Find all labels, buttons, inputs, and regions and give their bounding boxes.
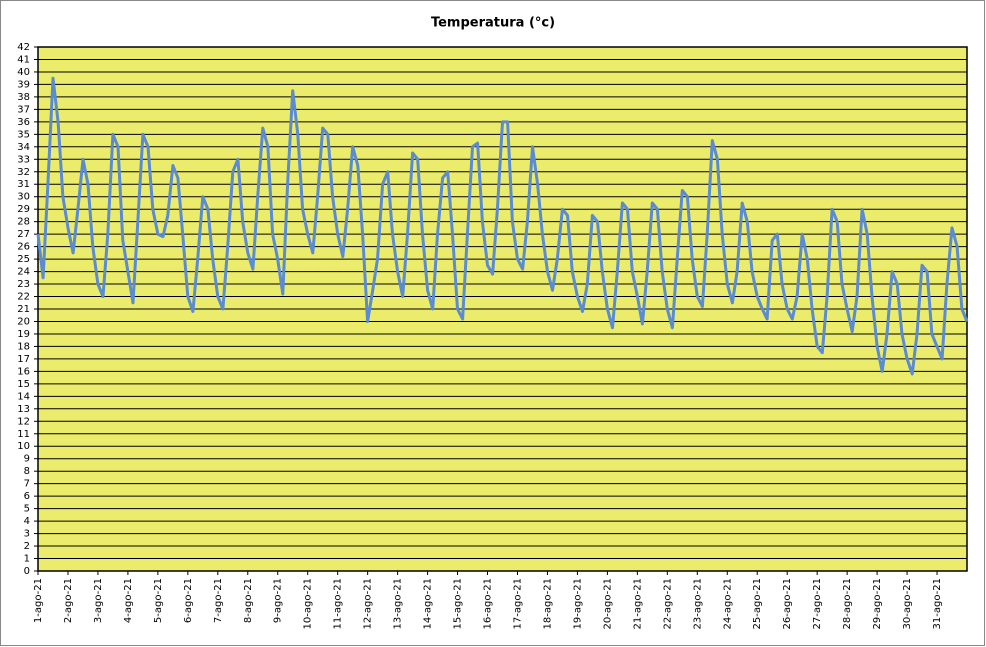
- x-tick-label: 12-ago-21: [363, 578, 374, 629]
- y-tick-label: 7: [24, 479, 30, 490]
- x-tick-label: 28-ago-21: [842, 578, 853, 629]
- x-tick-label: 31-ago-21: [932, 578, 943, 629]
- y-tick-label: 5: [24, 504, 30, 515]
- x-tick-label: 25-ago-21: [752, 578, 763, 629]
- y-tick-label: 28: [17, 217, 30, 228]
- x-tick-label: 19-ago-21: [572, 578, 583, 629]
- y-tick-label: 26: [17, 242, 30, 253]
- x-tick-label: 9-ago-21: [273, 578, 284, 623]
- x-tick-label: 5-ago-21: [153, 578, 164, 623]
- y-tick-label: 2: [24, 541, 30, 552]
- x-tick-label: 15-ago-21: [453, 578, 464, 629]
- x-tick-label: 3-ago-21: [93, 578, 104, 623]
- x-tick-label: 26-ago-21: [782, 578, 793, 629]
- y-tick-label: 36: [17, 117, 30, 128]
- y-tick-label: 32: [17, 167, 30, 178]
- y-tick-label: 29: [17, 204, 30, 215]
- y-tick-label: 0: [24, 566, 30, 577]
- x-tick-label: 11-ago-21: [333, 578, 344, 629]
- y-tick-label: 31: [17, 179, 30, 190]
- y-tick-label: 13: [17, 404, 30, 415]
- y-tick-label: 27: [17, 229, 30, 240]
- x-tick-label: 1-ago-21: [33, 578, 44, 623]
- x-tick-label: 27-ago-21: [812, 578, 823, 629]
- y-tick-label: 12: [17, 416, 30, 427]
- data-line: [36, 76, 969, 376]
- y-tick-label: 15: [17, 379, 30, 390]
- y-tick-label: 42: [17, 42, 30, 53]
- x-tick-label: 21-ago-21: [632, 578, 643, 629]
- y-tick-label: 9: [24, 454, 30, 465]
- x-tick-label: 29-ago-21: [872, 578, 883, 629]
- y-tick-label: 3: [24, 529, 30, 540]
- y-tick-label: 24: [17, 267, 30, 278]
- y-tick-label: 22: [17, 292, 30, 303]
- y-tick-label: 6: [24, 491, 30, 502]
- x-tick-label: 2-ago-21: [63, 578, 74, 623]
- y-tick-label: 1: [24, 554, 30, 565]
- y-tick-label: 16: [17, 366, 30, 377]
- y-tick-label: 17: [17, 354, 30, 365]
- y-tick-label: 30: [17, 192, 30, 203]
- x-tick-label: 17-ago-21: [512, 578, 523, 629]
- y-tick-label: 21: [17, 304, 30, 315]
- x-tick-label: 10-ago-21: [303, 578, 314, 629]
- y-tick-label: 35: [17, 129, 30, 140]
- x-tick-label: 16-ago-21: [483, 578, 494, 629]
- y-tick-label: 39: [17, 79, 30, 90]
- y-tick-label: 41: [17, 54, 30, 65]
- y-tick-label: 8: [24, 466, 30, 477]
- y-tick-label: 25: [17, 254, 30, 265]
- x-tick-label: 14-ago-21: [423, 578, 434, 629]
- y-tick-label: 40: [17, 67, 30, 78]
- x-tick-label: 22-ago-21: [662, 578, 673, 629]
- y-tick-label: 10: [17, 441, 30, 452]
- x-tick-label: 13-ago-21: [393, 578, 404, 629]
- y-tick-label: 11: [17, 429, 30, 440]
- x-tick-label: 18-ago-21: [542, 578, 553, 629]
- y-tick-label: 38: [17, 92, 30, 103]
- y-tick-label: 37: [17, 104, 30, 115]
- x-tick-label: 4-ago-21: [123, 578, 134, 623]
- y-tick-label: 4: [24, 516, 30, 527]
- x-tick-label: 7-ago-21: [213, 578, 224, 623]
- y-tick-label: 23: [17, 279, 30, 290]
- x-tick-label: 30-ago-21: [902, 578, 913, 629]
- x-tick-label: 24-ago-21: [722, 578, 733, 629]
- y-tick-label: 14: [17, 391, 30, 402]
- y-tick-label: 18: [17, 341, 30, 352]
- x-tick-label: 23-ago-21: [692, 578, 703, 629]
- y-tick-label: 20: [17, 316, 30, 327]
- x-tick-label: 20-ago-21: [602, 578, 613, 629]
- y-tick-label: 34: [17, 142, 30, 153]
- x-tick-label: 8-ago-21: [243, 578, 254, 623]
- plot-frame: [37, 46, 968, 572]
- x-tick-label: 6-ago-21: [183, 578, 194, 623]
- chart-title: Temperatura (°c): [431, 16, 555, 31]
- y-tick-label: 33: [17, 154, 30, 165]
- y-tick-label: 19: [17, 329, 30, 340]
